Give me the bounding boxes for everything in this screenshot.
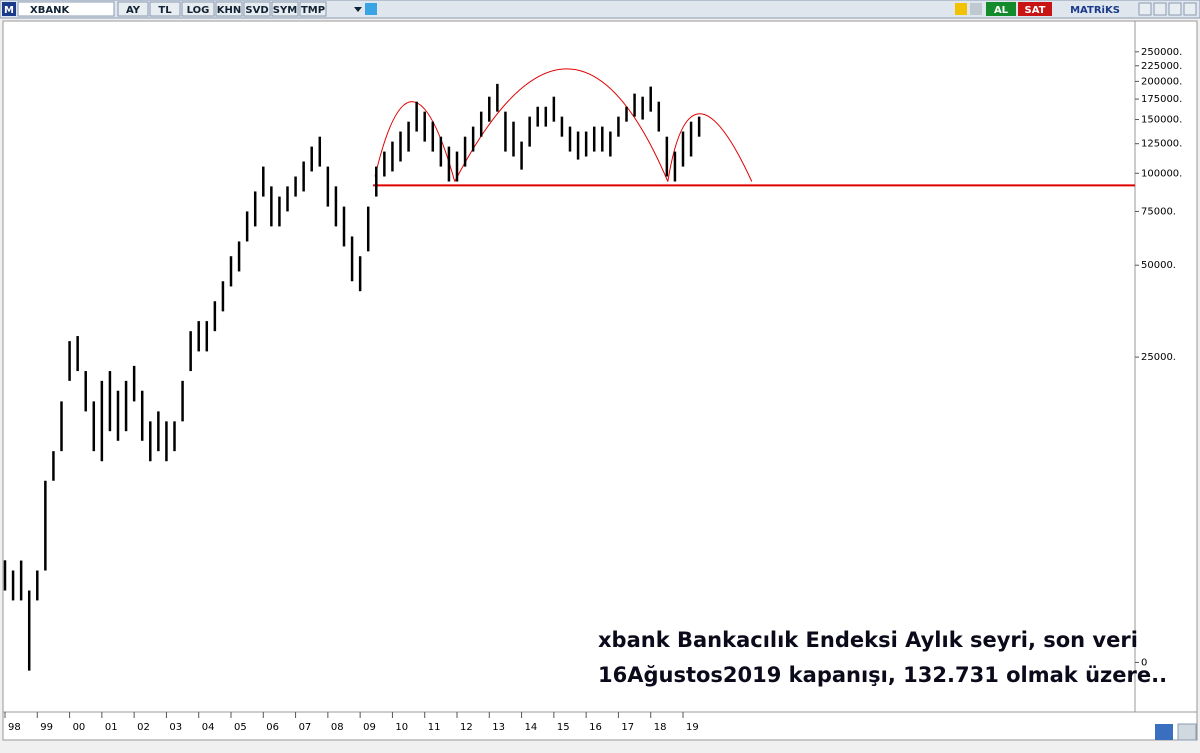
symbol-box[interactable] xyxy=(17,1,115,17)
y-tick-label: 175000. xyxy=(1141,94,1182,105)
x-tick-label: 17 xyxy=(621,722,634,733)
y-tick-label: 250000. xyxy=(1141,47,1182,58)
x-tick-label: 18 xyxy=(654,722,667,733)
x-tick-label: 11 xyxy=(428,722,441,733)
x-tick-label: 03 xyxy=(169,722,182,733)
toolbar-button[interactable] xyxy=(149,1,181,17)
toolbar-button-label: SVD xyxy=(245,5,268,16)
toolbar-button-label: TMP xyxy=(301,5,325,16)
arc xyxy=(454,68,669,182)
x-tick-label: 04 xyxy=(202,722,215,733)
logo-box xyxy=(2,2,16,16)
x-tick-label: 09 xyxy=(363,722,376,733)
toolbar-button[interactable] xyxy=(271,1,299,17)
toolbar-button-label: TL xyxy=(158,5,172,16)
arc xyxy=(374,101,456,182)
brand: MATRiKS xyxy=(1070,5,1120,16)
buy-label: AL xyxy=(994,5,1009,16)
x-tick-label: 19 xyxy=(686,722,699,733)
y-tick-label: 200000. xyxy=(1141,76,1182,87)
toolbar-button[interactable] xyxy=(243,1,271,17)
sell-button[interactable] xyxy=(1018,2,1052,16)
window-button[interactable] xyxy=(1153,2,1167,16)
y-tick-label: 25000. xyxy=(1141,352,1176,363)
annotation: 16Ağustos2019 kapanışı, 132.731 olmak üz… xyxy=(598,663,1167,687)
x-tick-label: 14 xyxy=(525,722,538,733)
y-tick-label: 100000. xyxy=(1141,168,1182,179)
x-tick-label: 12 xyxy=(460,722,473,733)
dropdown[interactable] xyxy=(354,7,362,12)
y-tick-label: 75000. xyxy=(1141,206,1176,217)
x-tick-label: 98 xyxy=(8,722,21,733)
x-tick-label: 01 xyxy=(105,722,118,733)
x-tick-label: 10 xyxy=(395,722,408,733)
toolbar-button[interactable] xyxy=(117,1,149,17)
x-tick-label: 05 xyxy=(234,722,247,733)
chart-area xyxy=(2,20,1198,741)
window-button[interactable] xyxy=(1183,2,1197,16)
y-tick-label: 50000. xyxy=(1141,260,1176,271)
toolbar-button[interactable] xyxy=(299,1,327,17)
annotation: xbank Bankacılık Endeksi Aylık seyri, so… xyxy=(598,628,1138,652)
window-button[interactable] xyxy=(1168,2,1182,16)
icon[interactable] xyxy=(955,3,967,15)
window-button[interactable] xyxy=(1138,2,1152,16)
x-tick-label: 07 xyxy=(299,722,312,733)
y-tick-label: 150000. xyxy=(1141,115,1182,126)
x-tick-label: 99 xyxy=(40,722,53,733)
buy-button[interactable] xyxy=(986,2,1016,16)
settings-button[interactable] xyxy=(1177,723,1197,741)
y-tick-label: 225000. xyxy=(1141,61,1182,72)
y-tick-label: 0 xyxy=(1141,657,1147,668)
toolbar-button[interactable] xyxy=(181,1,215,17)
x-tick-label: 02 xyxy=(137,722,150,733)
twitter-icon[interactable] xyxy=(365,3,377,15)
toolbar-button-label: LOG xyxy=(187,5,210,16)
x-tick-label: 15 xyxy=(557,722,570,733)
refresh-button[interactable] xyxy=(1155,724,1173,740)
icon[interactable] xyxy=(970,3,982,15)
x-tick-label: 06 xyxy=(266,722,279,733)
x-tick-label: 08 xyxy=(331,722,344,733)
toolbar-button-label: KHN xyxy=(217,5,242,16)
x-tick-label: 13 xyxy=(492,722,505,733)
x-tick-label: 16 xyxy=(589,722,602,733)
x-tick-label: 00 xyxy=(73,722,86,733)
symbol: XBANK xyxy=(30,5,70,16)
toolbar-button-label: SYM xyxy=(273,5,297,16)
y-tick-label: 125000. xyxy=(1141,139,1182,150)
toolbar-button[interactable] xyxy=(215,1,243,17)
toolbar-button-label: AY xyxy=(126,5,141,16)
logo: M xyxy=(4,5,14,16)
sell-label: SAT xyxy=(1025,5,1046,16)
